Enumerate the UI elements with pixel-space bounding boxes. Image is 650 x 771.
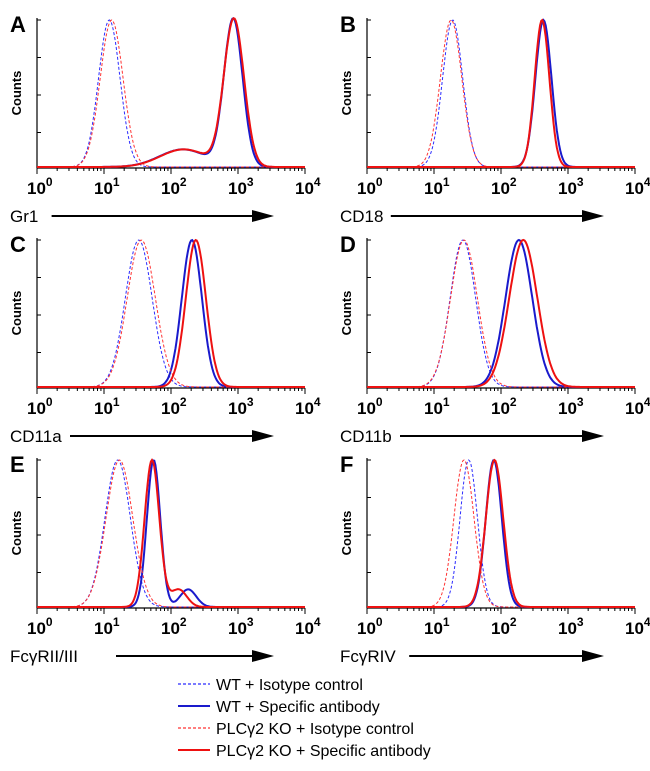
histogram-series-1 bbox=[37, 239, 305, 388]
histogram-series-4 bbox=[367, 458, 635, 608]
y-axis-label: Counts bbox=[339, 511, 354, 556]
x-tick-label: 104 bbox=[625, 615, 650, 638]
legend-entry: PLCγ2 KO + Isotype control bbox=[178, 721, 414, 738]
marker-label: Gr1 bbox=[10, 207, 38, 226]
x-tick-label: 104 bbox=[295, 395, 321, 418]
histogram-series-4 bbox=[37, 17, 305, 168]
x-tick-label: 102 bbox=[491, 615, 517, 638]
legend-label: WT + Isotype control bbox=[216, 677, 363, 694]
x-tick-label: 101 bbox=[94, 175, 120, 198]
panel-a: A Counts 100 101 102 103 104 Gr1 bbox=[9, 12, 321, 226]
marker-label: CD18 bbox=[340, 207, 383, 226]
x-tick-label: 100 bbox=[357, 615, 383, 638]
marker-label: CD11b bbox=[340, 427, 392, 446]
panel-f: F Counts 100 101 102 103 104 FcγRIV bbox=[339, 452, 650, 666]
x-tick-label: 103 bbox=[558, 395, 584, 418]
x-tick-label: 104 bbox=[625, 395, 650, 418]
panel-letter: B bbox=[340, 12, 356, 37]
histogram-series-2 bbox=[367, 18, 635, 168]
histogram-series-2 bbox=[367, 238, 635, 388]
histogram-series-3 bbox=[37, 19, 305, 168]
x-tick-label: 102 bbox=[491, 175, 517, 198]
histogram-series-2 bbox=[37, 238, 305, 388]
histogram-series-2 bbox=[37, 459, 305, 608]
y-axis-label: Counts bbox=[339, 291, 354, 336]
panel-letter: E bbox=[10, 452, 25, 477]
histogram-series-1 bbox=[367, 459, 635, 608]
x-tick-label: 102 bbox=[161, 395, 187, 418]
marker-arrow-head bbox=[582, 430, 604, 442]
legend-entry: PLCγ2 KO + Specific antibody bbox=[178, 743, 431, 760]
x-tick-label: 102 bbox=[491, 395, 517, 418]
x-tick-label: 100 bbox=[27, 175, 53, 198]
x-tick-label: 100 bbox=[27, 615, 53, 638]
x-tick-label: 100 bbox=[357, 175, 383, 198]
legend-entry: WT + Specific antibody bbox=[178, 699, 380, 716]
x-tick-label: 103 bbox=[228, 175, 254, 198]
x-tick-label: 101 bbox=[424, 175, 450, 198]
marker-label: FcγRII/III bbox=[10, 647, 78, 666]
legend-label: PLCγ2 KO + Specific antibody bbox=[216, 743, 431, 760]
histogram-series-1 bbox=[367, 19, 635, 168]
x-tick-label: 103 bbox=[558, 615, 584, 638]
marker-arrow-head bbox=[252, 210, 274, 222]
x-tick-label: 102 bbox=[161, 175, 187, 198]
x-tick-label: 100 bbox=[27, 395, 53, 418]
marker-arrow-head bbox=[252, 430, 274, 442]
marker-label: FcγRIV bbox=[340, 647, 396, 666]
x-tick-label: 101 bbox=[94, 615, 120, 638]
x-tick-label: 101 bbox=[424, 395, 450, 418]
histogram-series-3 bbox=[367, 239, 635, 388]
x-tick-label: 103 bbox=[228, 395, 254, 418]
x-tick-label: 104 bbox=[295, 175, 321, 198]
histogram-series-1 bbox=[367, 239, 635, 388]
panel-b: B Counts 100 101 102 103 104 CD18 bbox=[339, 12, 650, 226]
histogram-series-3 bbox=[367, 459, 635, 608]
x-tick-label: 103 bbox=[228, 615, 254, 638]
x-tick-label: 101 bbox=[424, 615, 450, 638]
panel-letter: C bbox=[10, 232, 26, 257]
panel-e: E Counts 100 101 102 103 104 FcγRII/III bbox=[9, 452, 321, 666]
panel-letter: A bbox=[10, 12, 26, 37]
marker-arrow-head bbox=[252, 650, 274, 662]
panel-c: C Counts 100 101 102 103 104 CD11a bbox=[9, 232, 321, 446]
legend: WT + Isotype control WT + Specific antibo… bbox=[178, 677, 431, 760]
legend-label: WT + Specific antibody bbox=[216, 699, 380, 716]
y-axis-label: Counts bbox=[9, 511, 24, 556]
histogram-series-4 bbox=[367, 18, 635, 168]
histogram-series-4 bbox=[37, 238, 305, 388]
x-tick-label: 103 bbox=[558, 175, 584, 198]
histogram-series-4 bbox=[367, 238, 635, 388]
panel-d: D Counts 100 101 102 103 104 CD11b bbox=[339, 232, 650, 446]
marker-arrow-head bbox=[582, 650, 604, 662]
histogram-series-4 bbox=[37, 458, 305, 608]
x-tick-label: 101 bbox=[94, 395, 120, 418]
histogram-series-1 bbox=[37, 19, 305, 168]
histogram-series-3 bbox=[367, 19, 635, 168]
histogram-series-1 bbox=[37, 459, 305, 608]
x-tick-label: 104 bbox=[625, 175, 650, 198]
histogram-series-2 bbox=[367, 459, 635, 608]
y-axis-label: Counts bbox=[9, 71, 24, 116]
x-tick-label: 102 bbox=[161, 615, 187, 638]
x-tick-label: 104 bbox=[295, 615, 321, 638]
legend-label: PLCγ2 KO + Isotype control bbox=[216, 721, 414, 738]
histogram-series-2 bbox=[37, 17, 305, 168]
y-axis-label: Counts bbox=[9, 291, 24, 336]
marker-arrow-head bbox=[582, 210, 604, 222]
panel-letter: D bbox=[340, 232, 356, 257]
marker-label: CD11a bbox=[10, 427, 62, 446]
x-tick-label: 100 bbox=[357, 395, 383, 418]
panel-letter: F bbox=[340, 452, 353, 477]
y-axis-label: Counts bbox=[339, 71, 354, 116]
histogram-series-3 bbox=[37, 459, 305, 608]
histogram-series-3 bbox=[37, 239, 305, 388]
legend-entry: WT + Isotype control bbox=[178, 677, 363, 694]
